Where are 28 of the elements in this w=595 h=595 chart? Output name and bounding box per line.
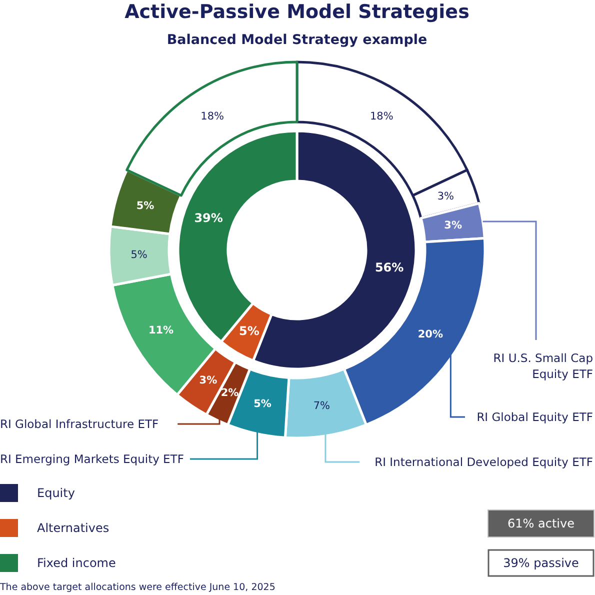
text: 61% active: [508, 516, 574, 530]
data-label: 2%: [220, 386, 240, 399]
legend-label: Equity: [37, 486, 75, 500]
data-label: 3%: [444, 219, 462, 232]
data-label: 5%: [136, 200, 155, 212]
data-label: 3%: [199, 374, 218, 387]
slice-label: RI Emerging Markets Equity ETF: [0, 452, 184, 466]
slice-label: RI Global Equity ETF: [476, 410, 593, 424]
data-label: 20%: [418, 328, 444, 341]
data-label: 7%: [313, 400, 330, 412]
chart-title: Active-Passive Model Strategies: [124, 1, 470, 23]
data-label: 56%: [374, 260, 404, 275]
data-label: 39%: [194, 211, 223, 226]
data-label: 5%: [130, 248, 148, 261]
legend-label: Alternatives: [37, 521, 110, 535]
data-label: 3%: [437, 190, 454, 202]
legend-label: RI Global Infrastructure ETF: [0, 417, 159, 431]
legend-label: Fixed income: [37, 556, 116, 570]
data-label: 11%: [148, 324, 174, 336]
slice-label: RI U.S. Small Cap Equity ETF: [493, 351, 593, 381]
chart-subtitle: Balanced Model Strategy example: [166, 32, 428, 48]
data-label: 5%: [238, 324, 260, 338]
data-label: 5%: [254, 398, 272, 410]
data-label: 18%: [370, 110, 394, 123]
data-label: 18%: [200, 110, 224, 123]
text: The above target allocations were effective June 10, 2025: [0, 582, 276, 593]
slice-label: RI International Developed Equity ETF: [374, 455, 593, 469]
text: 39% passive: [503, 556, 579, 570]
